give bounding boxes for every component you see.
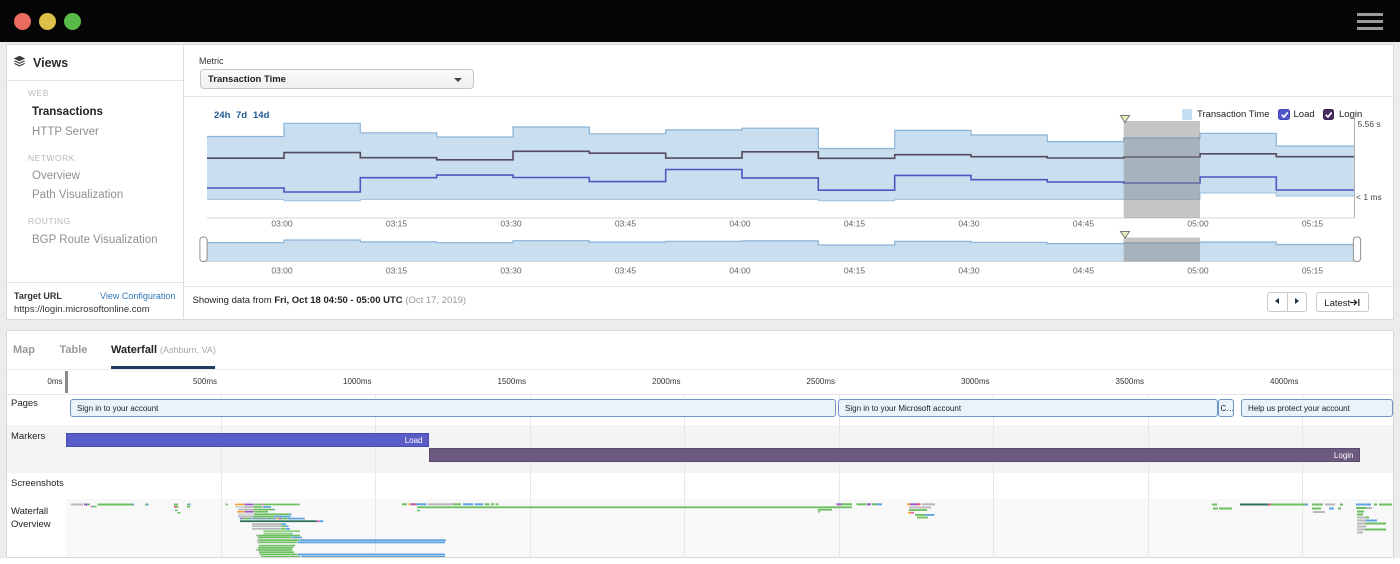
svg-text:04:00: 04:00	[729, 266, 751, 276]
svg-text:04:45: 04:45	[1073, 219, 1095, 229]
svg-text:05:15: 05:15	[1302, 266, 1324, 276]
svg-text:04:45: 04:45	[1073, 266, 1095, 276]
svg-text:03:30: 03:30	[500, 266, 522, 276]
svg-text:03:00: 03:00	[271, 266, 293, 276]
svg-text:03:45: 03:45	[615, 266, 637, 276]
svg-text:03:30: 03:30	[500, 219, 522, 229]
svg-text:04:15: 04:15	[844, 266, 866, 276]
svg-text:< 1 ms: < 1 ms	[1356, 192, 1382, 202]
svg-text:04:30: 04:30	[958, 266, 980, 276]
svg-text:04:00: 04:00	[729, 219, 751, 229]
svg-text:05:00: 05:00	[1187, 219, 1209, 229]
svg-text:05:15: 05:15	[1302, 219, 1324, 229]
svg-text:05:00: 05:00	[1187, 266, 1209, 276]
svg-text:03:15: 03:15	[386, 219, 408, 229]
svg-text:5.56 s: 5.56 s	[1358, 119, 1381, 129]
svg-text:04:15: 04:15	[844, 219, 866, 229]
svg-text:03:00: 03:00	[271, 219, 293, 229]
svg-text:03:45: 03:45	[615, 219, 637, 229]
svg-text:04:30: 04:30	[958, 219, 980, 229]
svg-text:03:15: 03:15	[386, 266, 408, 276]
